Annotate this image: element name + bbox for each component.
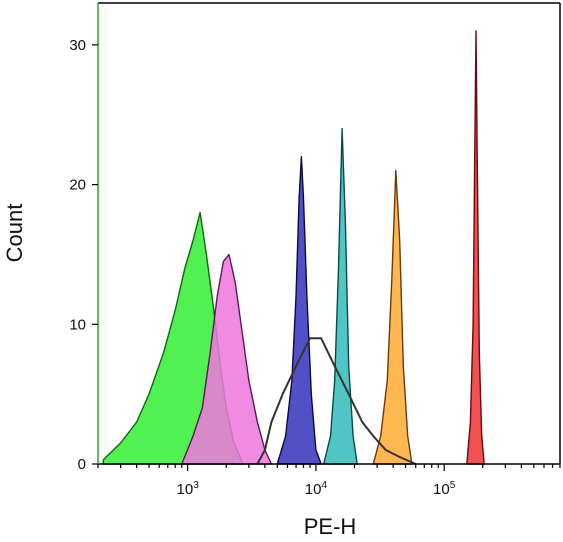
y-axis: 0 10 20 30 [69, 3, 99, 473]
histogram-series-7 [256, 337, 417, 465]
y-tick-label: 30 [69, 37, 86, 54]
histogram-series-5 [372, 169, 413, 465]
x-tick-label: 103 [177, 480, 200, 498]
histogram-series-6 [466, 30, 485, 465]
x-axis: 103 104 105 [97, 463, 561, 498]
y-axis-title: Count [2, 204, 27, 263]
y-tick-label: 10 [69, 316, 86, 333]
plot-area [98, 2, 561, 465]
histogram-series-2 [181, 253, 273, 465]
y-tick-label: 20 [69, 177, 86, 194]
y-tick-label: 0 [78, 456, 86, 473]
x-tick-label: 104 [305, 480, 328, 498]
x-tick-label: 105 [433, 480, 456, 498]
x-axis-title: PE-H [304, 514, 357, 539]
histogram-series-4 [323, 127, 358, 465]
histogram-series-3 [276, 156, 322, 465]
